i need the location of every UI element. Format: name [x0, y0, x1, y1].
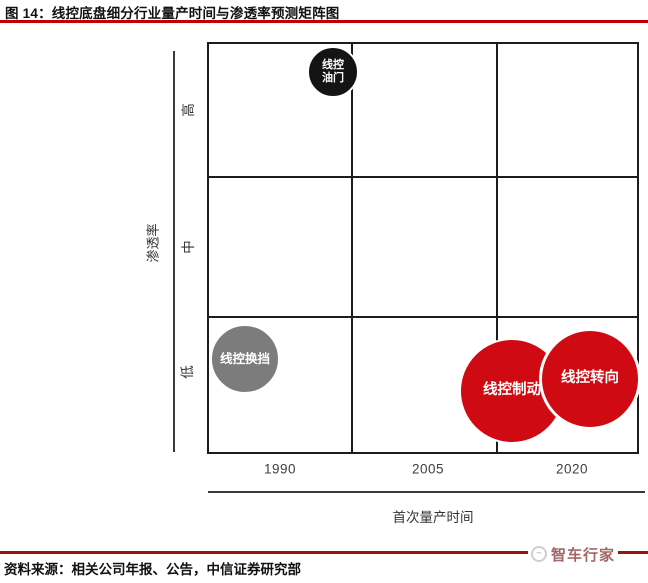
matrix-grid: [207, 42, 639, 454]
footer-rule: [0, 551, 648, 554]
y-axis-line: [173, 51, 175, 452]
grid-hline-1: [209, 176, 637, 178]
grid-vline-1: [351, 44, 353, 452]
bubble-label: 线控制动: [483, 382, 541, 399]
bubble-label: 线控油门: [322, 59, 344, 84]
grid-hline-2: [209, 316, 637, 318]
x-tick-2020: 2020: [555, 461, 589, 477]
bubble-label: 线控换挡: [219, 351, 270, 366]
grid-vline-2: [496, 44, 498, 452]
data-point-steer-by-wire: 线控转向: [539, 328, 641, 430]
y-tick-low: 低: [180, 365, 195, 379]
x-axis-line: [208, 491, 645, 493]
watermark-logo-icon: ~: [531, 546, 547, 562]
x-axis-title: 首次量产时间: [392, 510, 474, 525]
x-tick-2005: 2005: [411, 461, 445, 477]
y-tick-high: 高: [181, 103, 196, 117]
y-axis-title: 渗透率: [145, 223, 161, 263]
x-tick-1990: 1990: [263, 461, 297, 477]
watermark-text: 智车行家: [551, 546, 616, 564]
y-tick-mid: 中: [181, 240, 196, 254]
data-point-shift-by-wire: 线控换挡: [210, 324, 280, 394]
bubble-label: 线控转向: [561, 370, 619, 387]
figure-caption: 图 14：线控底盘细分行业量产时间与渗透率预测矩阵图: [5, 6, 340, 21]
source-note: 资料来源：相关公司年报、公告，中信证券研究部: [4, 562, 301, 577]
caption-underline: [0, 20, 648, 23]
data-point-throttle-by-wire: 线控油门: [307, 46, 359, 98]
watermark: ~ 智车行家: [528, 543, 619, 565]
